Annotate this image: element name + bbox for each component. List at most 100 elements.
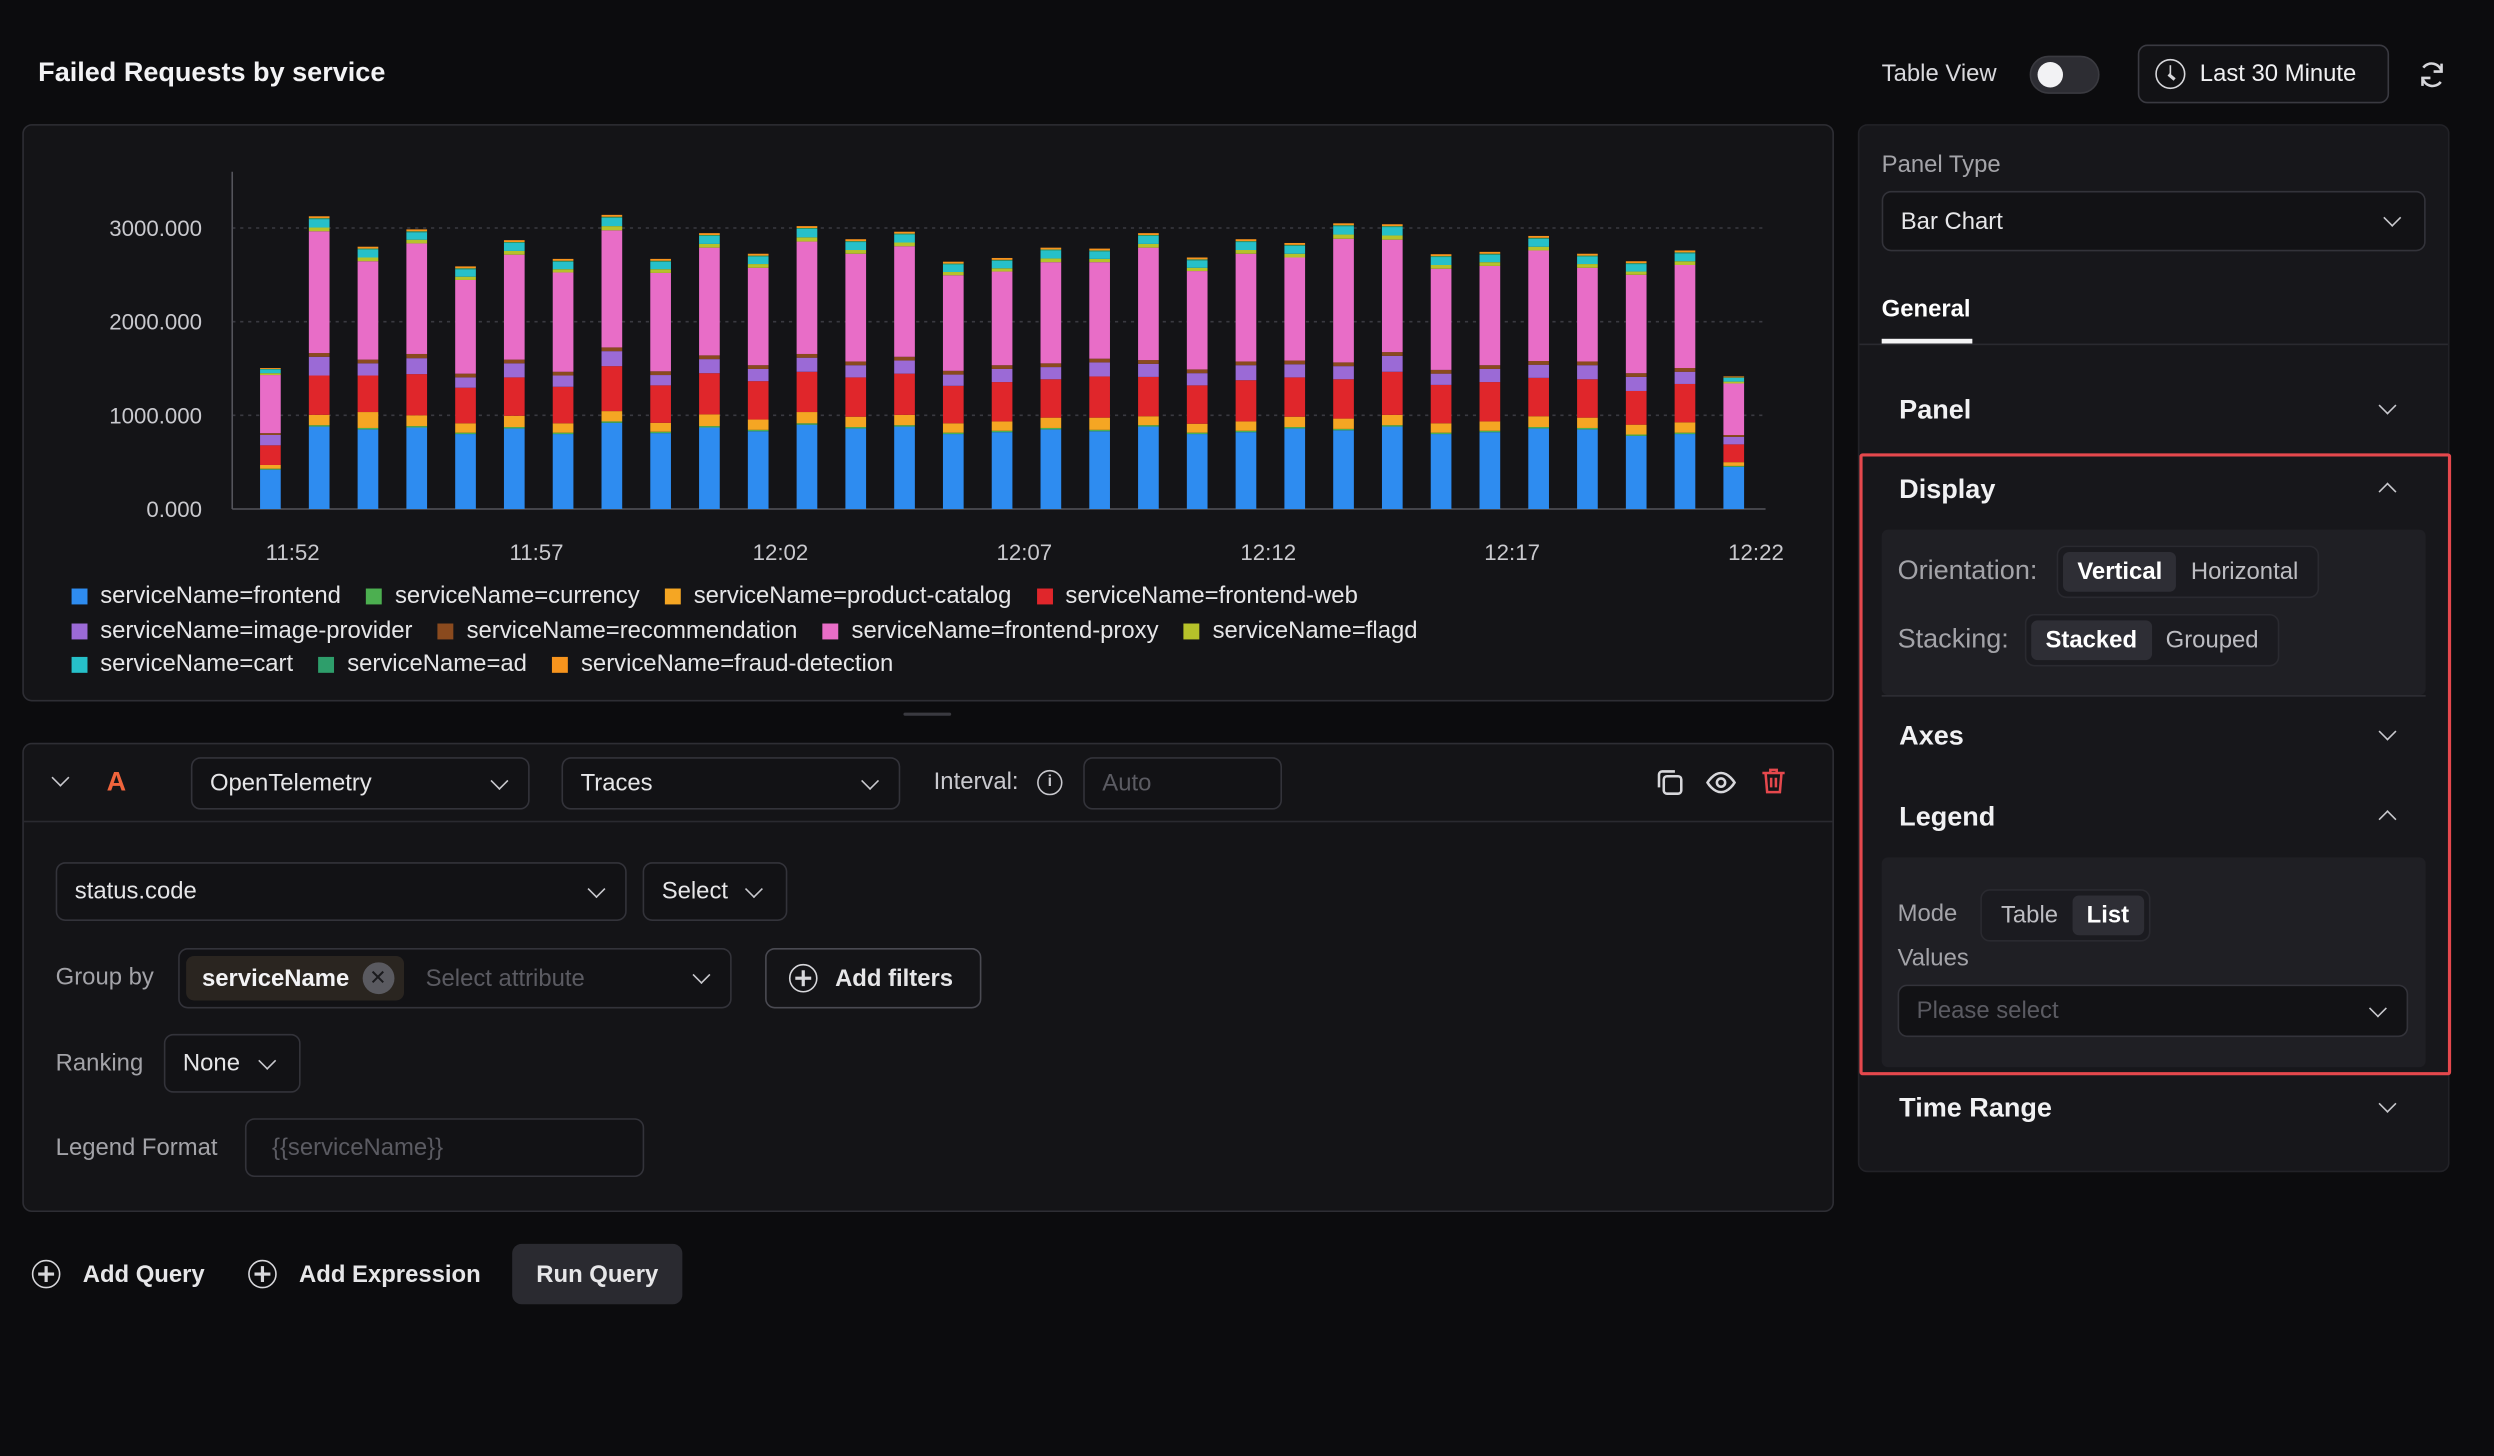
bar-segment — [406, 229, 428, 232]
section-time-range-title[interactable]: Time Range — [1899, 1092, 2052, 1123]
bar-segment — [455, 434, 476, 509]
bar-segment — [1089, 258, 1110, 263]
section-panel-title[interactable]: Panel — [1899, 394, 1972, 425]
eye-icon[interactable] — [1705, 767, 1737, 799]
add-query-button[interactable]: Add Query — [31, 1257, 205, 1292]
chevron-down-icon — [490, 771, 509, 790]
bar-segment — [1479, 254, 1501, 263]
section-display-title[interactable]: Display — [1899, 473, 1996, 505]
section-axes-title[interactable]: Axes — [1899, 720, 1964, 751]
orientation-toggle[interactable]: Vertical Horizontal — [2056, 545, 2319, 599]
bar-segment — [1186, 267, 1208, 272]
legend-item[interactable]: serviceName=ad — [318, 651, 527, 678]
chevron-down-icon — [744, 880, 763, 899]
bar-segment — [1333, 428, 1354, 431]
legend-mode-toggle[interactable]: Table List — [1980, 889, 2150, 942]
legend-values-select[interactable]: Please select — [1897, 984, 2409, 1038]
aggregate-op-select[interactable]: Select — [642, 862, 788, 921]
legend-item[interactable]: serviceName=frontend-proxy — [822, 617, 1159, 644]
bar-segment — [796, 228, 818, 238]
bar-segment — [796, 241, 818, 354]
bar-segment — [357, 359, 379, 364]
bar-segment — [260, 464, 281, 469]
group-by-select[interactable]: serviceName ✕ Select attribute — [178, 947, 732, 1009]
legend-item[interactable]: serviceName=currency — [366, 582, 640, 610]
stacking-grouped[interactable]: Grouped — [2165, 626, 2259, 654]
bar-segment — [601, 421, 623, 423]
tab-general[interactable]: General — [1881, 295, 1971, 323]
bar-segment — [601, 217, 623, 227]
bar-segment — [845, 242, 867, 251]
bar-segment — [1089, 358, 1110, 363]
bar-segment — [699, 233, 720, 236]
signal-select[interactable]: Traces — [561, 757, 901, 810]
bar-segment — [796, 226, 818, 228]
bar-segment — [1333, 238, 1354, 363]
bar-segment — [1040, 250, 1062, 259]
bar-segment — [942, 264, 964, 273]
bar-segment — [1186, 257, 1208, 260]
stacking-label: Stacking: — [1897, 623, 2009, 654]
bar-segment — [942, 272, 964, 276]
interval-input[interactable]: Auto — [1083, 757, 1283, 810]
bar-segment — [601, 351, 623, 367]
bar-segment — [455, 423, 476, 433]
legend-swatch — [1036, 587, 1053, 604]
stacking-toggle[interactable]: Stacked Grouped — [2024, 613, 2280, 667]
close-icon[interactable]: ✕ — [361, 962, 394, 995]
info-icon[interactable]: i — [1037, 769, 1063, 796]
legend-item[interactable]: serviceName=image-provider — [71, 617, 413, 645]
section-legend-title[interactable]: Legend — [1899, 801, 1996, 832]
legend-item[interactable]: serviceName=cart — [71, 651, 293, 678]
datasource-select[interactable]: OpenTelemetry — [190, 757, 530, 810]
add-filters-label: Add filters — [835, 964, 954, 992]
panel-type-select[interactable]: Bar Chart — [1881, 190, 2426, 252]
bar-segment — [1674, 252, 1696, 254]
refresh-icon[interactable] — [2416, 59, 2448, 91]
ranking-select[interactable]: None — [163, 1033, 301, 1093]
time-range-button[interactable]: Last 30 Minute — [2137, 44, 2390, 104]
stacking-stacked[interactable]: Stacked — [2031, 620, 2152, 661]
run-query-button[interactable]: Run Query — [512, 1243, 683, 1305]
resize-handle[interactable] — [903, 712, 952, 716]
bar-segment — [1040, 262, 1062, 364]
orientation-vertical[interactable]: Vertical — [2063, 551, 2177, 592]
bar-segment — [1479, 368, 1501, 383]
bar-segment — [406, 358, 428, 375]
legend-label: serviceName=currency — [394, 582, 640, 610]
signal-value: Traces — [580, 769, 653, 797]
add-expression-button[interactable]: Add Expression — [248, 1257, 481, 1292]
legend-format-input[interactable]: {{serviceName}} — [244, 1118, 645, 1178]
legend-item[interactable]: serviceName=recommendation — [437, 617, 797, 644]
bar-segment — [1528, 364, 1549, 378]
values-label: Values — [1897, 944, 1969, 972]
bar-segment — [1479, 251, 1501, 254]
bar-segment — [406, 231, 428, 233]
table-view-toggle[interactable] — [2029, 55, 2100, 94]
bar-segment — [699, 247, 720, 356]
bar-segment — [1333, 418, 1354, 429]
legend-item[interactable]: serviceName=flagd — [1183, 617, 1417, 644]
legend-item[interactable]: serviceName=frontend — [71, 582, 341, 609]
mode-list[interactable]: List — [2072, 895, 2144, 936]
bar-segment — [1577, 267, 1598, 362]
bar-segment — [1089, 429, 1110, 432]
legend-label: serviceName=image-provider — [100, 617, 413, 645]
mode-table[interactable]: Table — [2000, 901, 2059, 929]
copy-icon[interactable] — [1654, 767, 1686, 799]
bar-segment — [699, 243, 720, 248]
trash-icon[interactable] — [1758, 765, 1790, 797]
bar-segment — [1089, 362, 1110, 377]
bar-segment — [1284, 377, 1306, 417]
legend-item[interactable]: serviceName=fraud-detection — [552, 651, 893, 678]
interval-label: Interval: — [933, 768, 1019, 796]
add-filters-button[interactable]: Add filters — [765, 947, 982, 1009]
bar-segment — [503, 250, 525, 255]
legend-item[interactable]: serviceName=frontend-web — [1036, 582, 1358, 609]
legend-item[interactable]: serviceName=product-catalog — [665, 582, 1011, 609]
orientation-horizontal[interactable]: Horizontal — [2190, 558, 2299, 586]
aggregate-attribute-select[interactable]: status.code — [55, 862, 627, 921]
time-range-label: Last 30 Minute — [2199, 60, 2357, 88]
datasource-value: OpenTelemetry — [209, 769, 372, 797]
bar-segment — [1235, 432, 1257, 509]
